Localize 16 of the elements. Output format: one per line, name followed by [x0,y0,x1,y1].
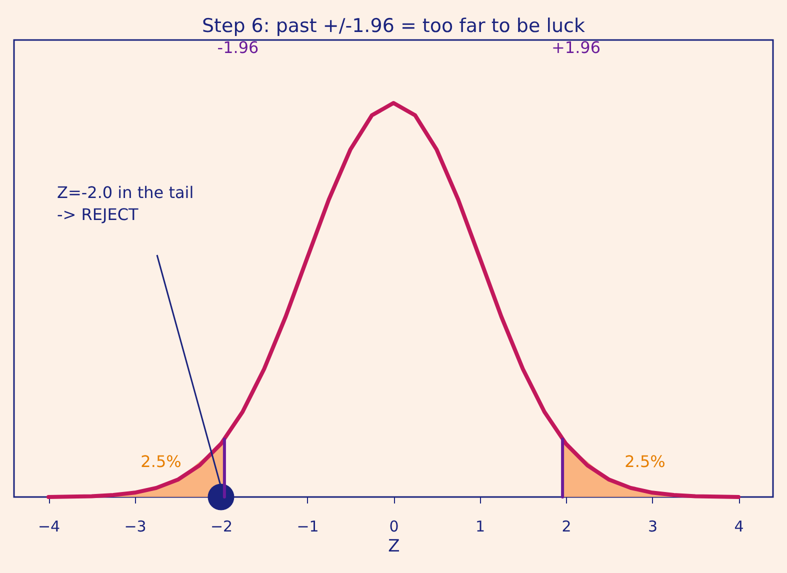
x-tick-label: 3 [648,518,658,536]
chart-title: Step 6: past +/-1.96 = too far to be luck [202,15,585,37]
x-tick-label: 1 [475,518,486,536]
text: -1.96 [217,38,259,57]
x-tick-label: 4 [734,518,744,536]
x-tick-label: −3 [124,518,146,536]
annotation: 2.5% [624,452,666,471]
x-tick-label: −2 [210,518,233,536]
x-tick-label: −1 [296,518,319,536]
annotation: 2.5% [140,452,182,471]
text: +1.96 [551,38,601,57]
x-tick-label: −4 [38,518,60,536]
x-tick-label: 2 [562,518,572,536]
x-tick-label: 0 [389,518,399,536]
annotation: Z=-2.0 in the tail -> REJECT [57,183,194,224]
x-axis-title: Z [388,536,400,556]
